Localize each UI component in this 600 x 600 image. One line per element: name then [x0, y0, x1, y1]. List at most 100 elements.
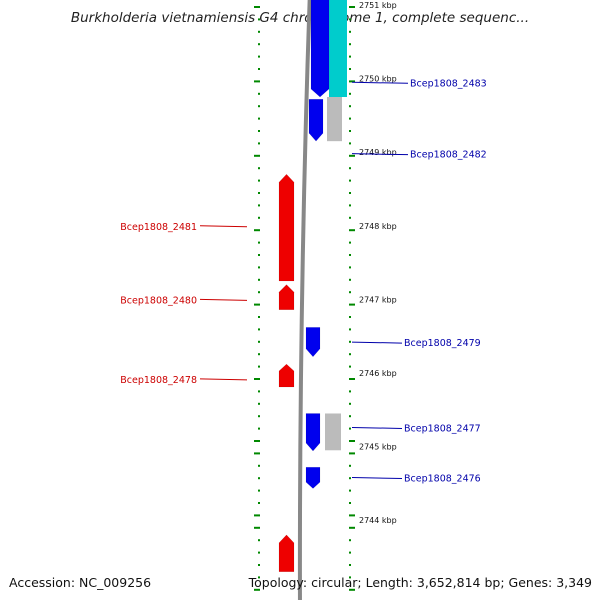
gene-Bcep1808_2481[interactable] — [278, 173, 295, 282]
tick-mark — [349, 204, 351, 207]
tick-mark — [258, 167, 260, 170]
tick-mark — [349, 353, 351, 356]
tick-mark — [349, 167, 351, 170]
tick-mark — [254, 229, 260, 232]
tick-mark — [349, 452, 355, 455]
scale-label: 2747 kbp — [359, 295, 397, 304]
tick-mark — [349, 464, 351, 467]
tick-mark — [258, 43, 260, 46]
tick-mark — [258, 241, 260, 244]
tick-mark — [258, 328, 260, 331]
gene-label-Bcep1808_2476[interactable]: Bcep1808_2476 — [404, 474, 481, 485]
tick-mark — [258, 564, 260, 566]
tick-mark — [349, 55, 351, 58]
tick-mark — [258, 427, 260, 430]
tick-mark — [349, 142, 351, 145]
tick-mark — [258, 55, 260, 58]
chromosome-backbone — [297, 0, 312, 600]
tick-mark — [258, 216, 260, 219]
tick-mark — [258, 68, 260, 70]
gene-label-Bcep1808_2483[interactable]: Bcep1808_2483 — [410, 78, 487, 89]
cyan-feature-block — [329, 0, 347, 98]
tick-mark — [349, 514, 355, 517]
tick-mark — [254, 303, 260, 306]
tick-mark — [254, 588, 260, 591]
tick-mark — [349, 440, 355, 442]
gene-unlabeled[interactable] — [278, 534, 295, 572]
tick-mark — [349, 266, 351, 269]
gray-outer-feature-block — [325, 413, 341, 451]
gene-label-Bcep1808_2478[interactable]: Bcep1808_2478 — [120, 375, 197, 386]
gene-label-Bcep1808_2482[interactable]: Bcep1808_2482 — [410, 150, 487, 161]
tick-mark — [349, 278, 351, 281]
scale-label: 2744 kbp — [359, 516, 397, 525]
gene-Bcep1808_2477[interactable] — [305, 413, 321, 452]
tick-mark — [258, 353, 260, 356]
gene-label-Bcep1808_2479[interactable]: Bcep1808_2479 — [404, 338, 481, 349]
tick-mark — [349, 6, 355, 8]
tick-mark — [349, 303, 355, 306]
tick-mark — [258, 142, 260, 145]
tick-mark — [258, 192, 260, 194]
gene-Bcep1808_2482[interactable] — [308, 98, 324, 142]
tick-mark — [258, 92, 260, 95]
tick-mark — [349, 68, 351, 70]
scale-label: 2746 kbp — [359, 369, 397, 378]
tick-mark — [349, 105, 351, 108]
tick-mark — [258, 179, 260, 182]
tick-mark — [258, 365, 260, 368]
tick-mark — [349, 254, 351, 256]
gene-label-leader — [351, 81, 409, 84]
scale-label: 2748 kbp — [359, 222, 397, 231]
gene-label-leader — [351, 477, 403, 480]
gene-Bcep1808_2483[interactable] — [310, 0, 330, 98]
gene-label-Bcep1808_2481[interactable]: Bcep1808_2481 — [120, 222, 197, 233]
tick-mark — [349, 117, 351, 120]
gene-label-leader — [351, 426, 403, 429]
tick-mark — [254, 6, 260, 8]
minor-ticks-left — [254, 6, 260, 591]
tick-mark — [254, 440, 260, 442]
tick-mark — [254, 378, 260, 380]
gene-label-Bcep1808_2477[interactable]: Bcep1808_2477 — [404, 423, 481, 434]
tick-mark — [349, 30, 351, 33]
tick-mark — [254, 80, 260, 83]
tick-mark — [254, 514, 260, 517]
tick-mark — [258, 415, 260, 418]
genome-summary: Topology: circular; Length: 3,652,814 bp… — [248, 575, 592, 590]
tick-mark — [258, 278, 260, 281]
tick-mark — [349, 378, 355, 380]
tick-mark — [349, 551, 351, 554]
tick-mark — [349, 92, 351, 95]
tick-mark — [349, 328, 351, 331]
scale-label: 2749 kbp — [359, 148, 397, 157]
tick-mark — [258, 477, 260, 480]
gene-label-leader — [199, 225, 248, 228]
gene-Bcep1808_2478[interactable] — [278, 363, 295, 388]
tick-mark — [254, 526, 260, 529]
tick-mark — [258, 551, 260, 554]
tick-mark — [349, 340, 351, 343]
tick-mark — [258, 464, 260, 467]
scale-label: 2751 kbp — [359, 1, 397, 10]
tick-mark — [349, 179, 351, 182]
scale-label: 2745 kbp — [359, 443, 397, 452]
tick-mark — [258, 130, 260, 132]
accession-label: Accession: NC_009256 — [9, 575, 152, 590]
tick-mark — [349, 539, 351, 542]
gene-Bcep1808_2480[interactable] — [278, 284, 295, 310]
tick-mark — [349, 192, 351, 194]
tick-mark — [258, 266, 260, 269]
tick-mark — [258, 489, 260, 492]
tick-mark — [349, 241, 351, 244]
tick-mark — [349, 216, 351, 219]
tick-mark — [349, 502, 351, 504]
tick-mark — [258, 30, 260, 33]
gene-Bcep1808_2479[interactable] — [305, 327, 321, 358]
gene-Bcep1808_2476[interactable] — [305, 466, 321, 489]
gene-label-Bcep1808_2480[interactable]: Bcep1808_2480 — [120, 295, 197, 306]
tick-mark — [258, 254, 260, 256]
tick-mark — [349, 415, 351, 418]
map-title: Burkholderia vietnamiensis G4 chromosome… — [70, 10, 530, 26]
